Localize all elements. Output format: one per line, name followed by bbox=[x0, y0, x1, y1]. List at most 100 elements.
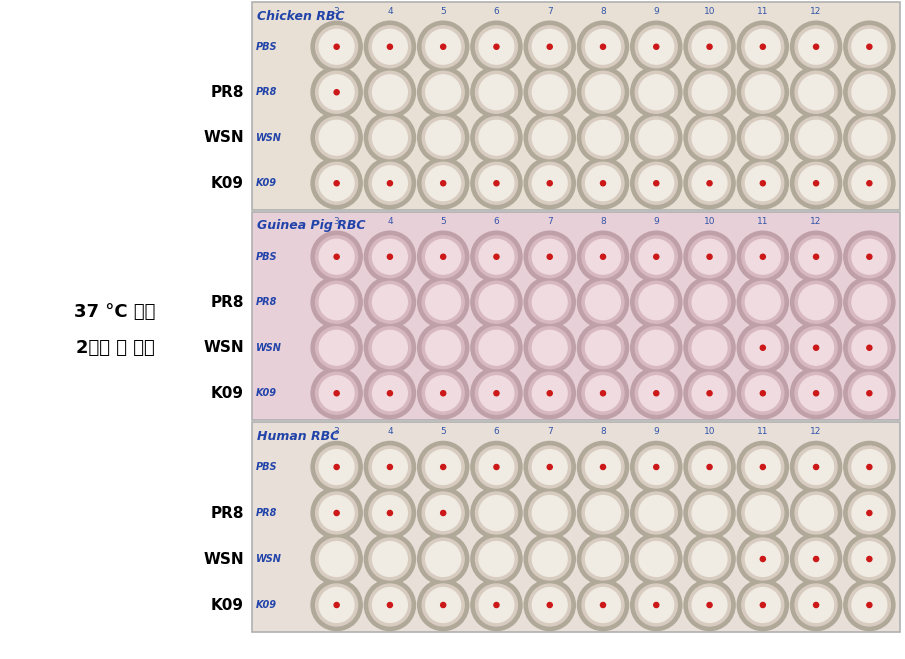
Circle shape bbox=[316, 327, 357, 369]
Circle shape bbox=[373, 121, 407, 155]
Circle shape bbox=[692, 449, 727, 484]
Circle shape bbox=[479, 330, 514, 365]
Circle shape bbox=[475, 281, 518, 323]
Circle shape bbox=[639, 121, 673, 155]
Circle shape bbox=[311, 488, 362, 538]
Circle shape bbox=[799, 121, 834, 155]
Circle shape bbox=[387, 391, 393, 396]
Circle shape bbox=[795, 584, 837, 626]
Circle shape bbox=[373, 588, 407, 622]
Text: WSN: WSN bbox=[256, 554, 281, 564]
Circle shape bbox=[524, 231, 576, 282]
Circle shape bbox=[475, 446, 518, 488]
Circle shape bbox=[387, 254, 393, 259]
Circle shape bbox=[479, 588, 514, 622]
Circle shape bbox=[586, 376, 621, 411]
Circle shape bbox=[814, 44, 819, 49]
Circle shape bbox=[311, 579, 362, 631]
Circle shape bbox=[635, 327, 677, 369]
Circle shape bbox=[479, 285, 514, 320]
Circle shape bbox=[475, 372, 518, 415]
Circle shape bbox=[475, 492, 518, 534]
Text: 5: 5 bbox=[441, 428, 446, 436]
Circle shape bbox=[760, 345, 766, 351]
Circle shape bbox=[635, 492, 677, 534]
Circle shape bbox=[387, 44, 393, 49]
Circle shape bbox=[423, 236, 464, 277]
Circle shape bbox=[479, 30, 514, 64]
Circle shape bbox=[423, 71, 464, 113]
Circle shape bbox=[471, 277, 522, 328]
Circle shape bbox=[475, 162, 518, 204]
Circle shape bbox=[639, 588, 673, 622]
Circle shape bbox=[707, 465, 712, 470]
Text: WSN: WSN bbox=[256, 343, 281, 353]
Circle shape bbox=[471, 368, 522, 419]
Circle shape bbox=[417, 488, 469, 538]
Circle shape bbox=[475, 71, 518, 113]
Circle shape bbox=[848, 281, 891, 323]
Circle shape bbox=[635, 446, 677, 488]
Circle shape bbox=[532, 121, 567, 155]
Circle shape bbox=[417, 112, 469, 163]
Circle shape bbox=[441, 44, 446, 49]
Circle shape bbox=[742, 584, 784, 626]
Circle shape bbox=[843, 322, 895, 373]
Circle shape bbox=[311, 322, 362, 373]
Circle shape bbox=[848, 327, 891, 369]
Text: 7: 7 bbox=[547, 217, 553, 227]
Circle shape bbox=[586, 239, 621, 274]
Circle shape bbox=[532, 30, 567, 64]
Circle shape bbox=[582, 117, 624, 159]
Text: PBS: PBS bbox=[256, 42, 278, 52]
Circle shape bbox=[684, 322, 735, 373]
Circle shape bbox=[867, 602, 872, 608]
Circle shape bbox=[684, 21, 735, 72]
Circle shape bbox=[707, 602, 712, 608]
Circle shape bbox=[843, 112, 895, 163]
Circle shape bbox=[425, 542, 461, 577]
Text: 8: 8 bbox=[600, 428, 605, 436]
Circle shape bbox=[848, 117, 891, 159]
Circle shape bbox=[867, 465, 872, 470]
Circle shape bbox=[548, 391, 552, 396]
Circle shape bbox=[577, 277, 629, 328]
Circle shape bbox=[532, 496, 567, 530]
Circle shape bbox=[653, 602, 659, 608]
Circle shape bbox=[746, 75, 780, 109]
Circle shape bbox=[746, 542, 780, 577]
Circle shape bbox=[586, 30, 621, 64]
Circle shape bbox=[373, 542, 407, 577]
Circle shape bbox=[417, 533, 469, 585]
Circle shape bbox=[577, 158, 629, 209]
Circle shape bbox=[471, 533, 522, 585]
Circle shape bbox=[582, 236, 624, 277]
Circle shape bbox=[814, 345, 819, 351]
Circle shape bbox=[852, 330, 887, 365]
Circle shape bbox=[653, 465, 659, 470]
Circle shape bbox=[373, 449, 407, 484]
Circle shape bbox=[795, 117, 837, 159]
Circle shape bbox=[319, 121, 354, 155]
Circle shape bbox=[316, 236, 357, 277]
Circle shape bbox=[425, 330, 461, 365]
Circle shape bbox=[635, 117, 677, 159]
Circle shape bbox=[791, 442, 842, 492]
Circle shape bbox=[631, 21, 681, 72]
Circle shape bbox=[689, 538, 730, 580]
Circle shape bbox=[479, 542, 514, 577]
Circle shape bbox=[586, 496, 621, 530]
Circle shape bbox=[387, 602, 393, 608]
Circle shape bbox=[529, 584, 571, 626]
Text: 3: 3 bbox=[334, 7, 339, 16]
Circle shape bbox=[600, 465, 605, 470]
Circle shape bbox=[791, 112, 842, 163]
Circle shape bbox=[373, 30, 407, 64]
Circle shape bbox=[373, 285, 407, 320]
Text: 6: 6 bbox=[493, 217, 500, 227]
Circle shape bbox=[746, 449, 780, 484]
Circle shape bbox=[791, 533, 842, 585]
Circle shape bbox=[746, 376, 780, 411]
Circle shape bbox=[319, 376, 354, 411]
Circle shape bbox=[684, 488, 735, 538]
